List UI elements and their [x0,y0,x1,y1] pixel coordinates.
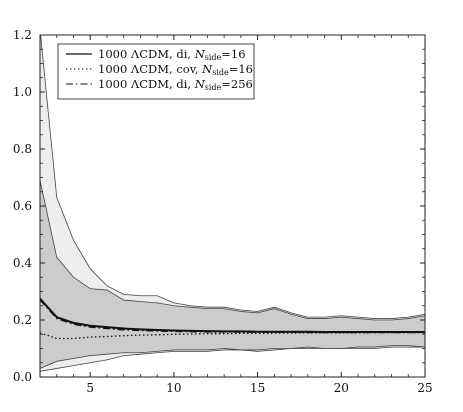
series-line-dashdot [40,299,425,334]
legend-box [57,43,255,100]
x-tick-label: 10 [166,381,181,395]
y-tick-label: 1.2 [13,28,32,42]
x-tick-label: 5 [86,381,94,395]
legend-label: 1000 ΛCDM, di, Nside=16 [98,47,246,62]
series-layer [40,297,425,340]
y-tick-label: 1.0 [13,85,32,99]
y-tick-label: 0.0 [13,370,32,384]
band-layer [40,35,425,372]
scatter-band-2 [40,180,425,369]
x-tick-label: 15 [250,381,265,395]
legend-label: 1000 ΛCDM, di, Nside=256 [98,77,253,92]
legend-label: 1000 ΛCDM, cov, Nside=16 [98,62,253,77]
series-line-dotted [40,331,425,340]
x-tick-label: 25 [417,381,432,395]
y-tick-label: 0.6 [13,199,32,213]
x-tick-label: 20 [334,381,349,395]
y-tick-label: 0.4 [13,256,32,270]
y-tick-label: 0.8 [13,142,32,156]
tick-layer: 5 10 15 20 25 0.0 0.2 0.4 0.6 0.8 1.0 1.2 [13,28,433,395]
y-tick-label: 0.2 [13,313,32,327]
